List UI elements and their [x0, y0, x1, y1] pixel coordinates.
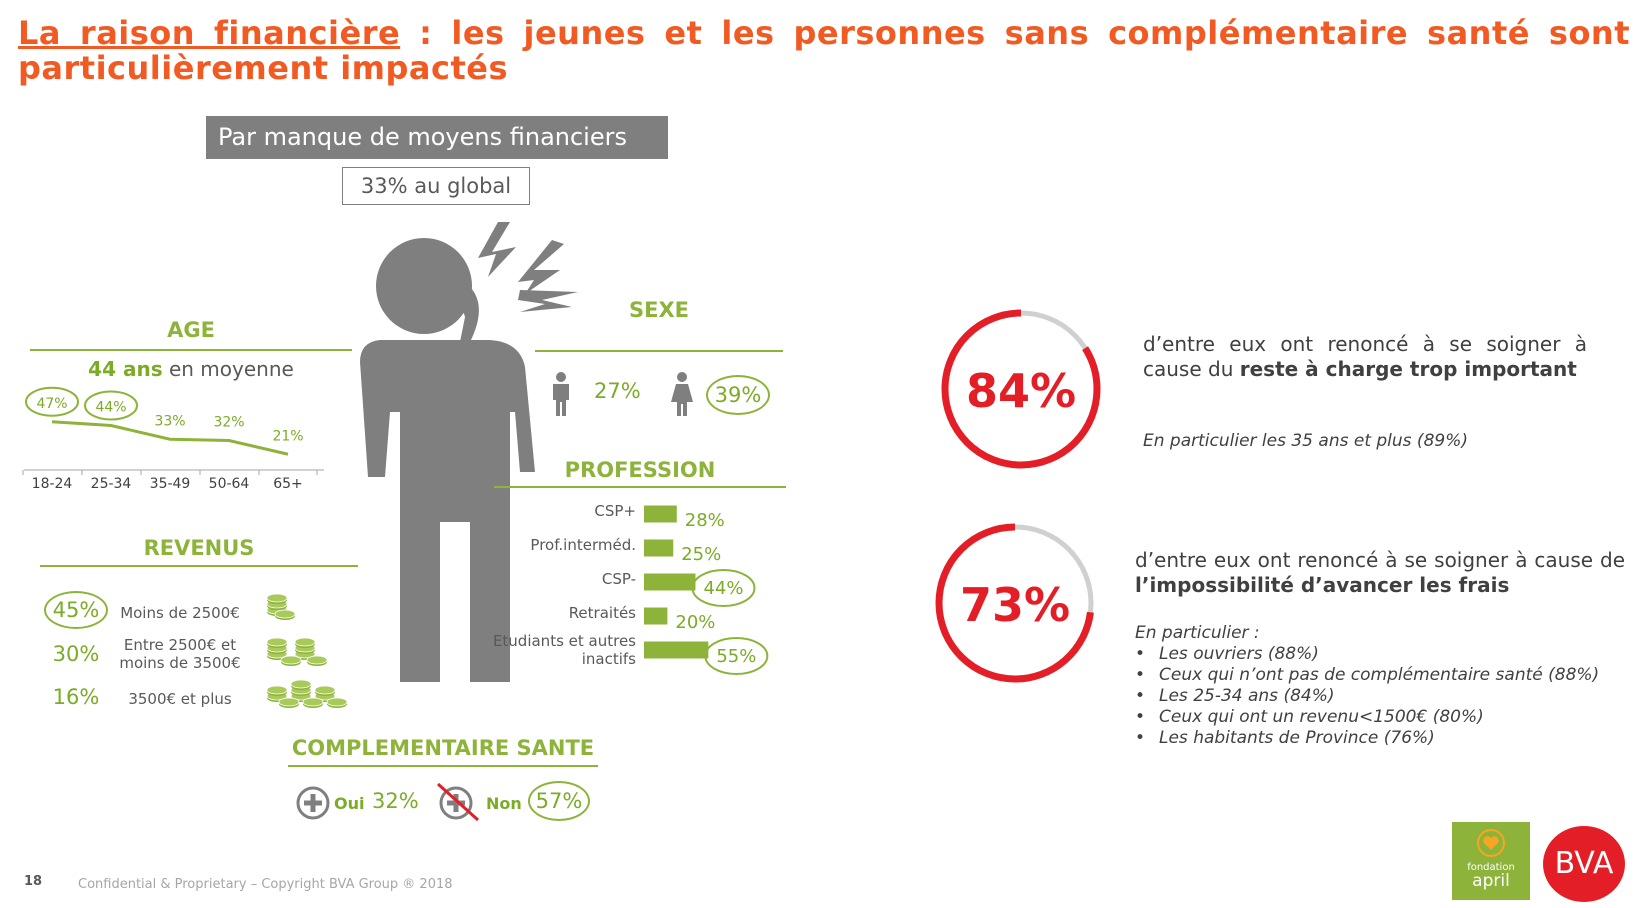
list-item: Ceux qui n’ont pas de complémentaire san…: [1135, 665, 1625, 686]
oui-label: Oui: [334, 794, 365, 813]
age-tick-label: 35-49: [150, 476, 191, 492]
revenus-value-2: 30%: [52, 642, 100, 666]
revenus-value-3: 16%: [52, 685, 100, 709]
profession-bar: [644, 505, 677, 523]
april-text: april: [1472, 871, 1510, 891]
male-value: 27%: [594, 379, 641, 403]
footer-text: Confidential & Proprietary – Copyright B…: [78, 877, 453, 892]
age-label-oval: [84, 390, 138, 421]
age-tick-label: 18-24: [32, 476, 73, 492]
age-tick-label: 65+: [273, 476, 303, 492]
person-silhouette-icon: [360, 222, 578, 682]
age-data-label: 21%: [272, 428, 303, 444]
revenus-label-3: 3500€ et plus: [128, 690, 232, 708]
female-icon: [671, 372, 693, 416]
title-underlined: La raison financière: [18, 14, 401, 52]
revenus-divider: [40, 565, 358, 567]
profession-category-label: Etudiants et autres: [493, 632, 636, 650]
profession-category-label: inactifs: [582, 650, 636, 668]
age-tick-label: 50-64: [209, 476, 250, 492]
page-title: La raison financière : les jeunes et les…: [18, 16, 1630, 86]
heart-icon: [1477, 829, 1505, 857]
age-tick-label: 25-34: [91, 476, 132, 492]
profession-category-label: CSP+: [594, 502, 636, 520]
profession-category-label: CSP-: [602, 570, 636, 588]
stat1-ring: [941, 309, 1101, 469]
stat2-ring: [935, 523, 1095, 683]
stat2-bullets: Les ouvriers (88%) Ceux qui n’ont pas de…: [1135, 644, 1625, 749]
profession-bar: [644, 539, 674, 557]
age-head: AGE: [167, 318, 215, 342]
stat1-text-bold: reste à charge trop important: [1239, 357, 1577, 381]
age-average-value: 44 ans: [88, 357, 163, 381]
crossed-plus-icon: [436, 782, 480, 822]
revenus-label-1: Moins de 2500€: [120, 604, 240, 622]
non-value: 57%: [528, 781, 590, 821]
profession-category-label: Retraités: [569, 604, 636, 622]
profession-label-oval: [704, 637, 769, 675]
global-box: 33% au global: [342, 167, 530, 205]
age-line-chart: 18-24 47% 25-34 44% 35-49 33% 50-64 32% 65+ 21%: [22, 386, 324, 492]
profession-bar: [644, 573, 696, 591]
plus-circle-icon: [296, 786, 330, 820]
revenus-head: REVENUS: [143, 536, 255, 560]
male-icon: [553, 372, 569, 416]
profession-bar-chart: CSP+ 28% Prof.interméd. 25% CSP- 44% Retraités…: [493, 502, 769, 675]
list-item: Les ouvriers (88%): [1135, 644, 1625, 665]
profession-data-label: 44%: [703, 578, 743, 599]
age-data-label: 33%: [154, 413, 185, 429]
sexe-head: SEXE: [628, 298, 689, 322]
profession-divider: [494, 486, 786, 488]
page-number: 18: [24, 874, 43, 889]
fondation-april-logo: fondation april: [1452, 822, 1530, 900]
stat2-text-pre: d’entre eux ont renoncé à se soigner à c…: [1135, 548, 1625, 572]
age-data-label: 47%: [36, 396, 67, 412]
oui-value: 32%: [372, 789, 419, 813]
stat2-text-bold: l’impossibilité d’avancer les frais: [1135, 573, 1510, 597]
bva-logo: BVA: [1543, 826, 1625, 902]
stat1-text: d’entre eux ont renoncé à se soigner à c…: [1143, 332, 1587, 382]
revenus-label-2: Entre 2500€ et moins de 3500€: [110, 636, 250, 672]
profession-label-oval: [691, 569, 756, 607]
age-average: 44 ans en moyenne: [30, 357, 352, 381]
complementaire-divider: [288, 765, 598, 767]
revenus-label-2b: moins de 3500€: [119, 654, 241, 672]
profession-bar: [644, 607, 668, 625]
profession-bar: [644, 641, 709, 659]
list-item: Les 25-34 ans (84%): [1135, 686, 1625, 707]
ring-slice: [935, 523, 1095, 683]
banner: Par manque de moyens financiers: [206, 116, 668, 159]
profession-data-label: 55%: [716, 646, 756, 667]
stat2-value: 73%: [959, 578, 1071, 632]
profession-category-label: Prof.interméd.: [530, 536, 636, 554]
profession-head: PROFESSION: [564, 458, 716, 482]
age-average-suffix: en moyenne: [162, 357, 294, 381]
revenus-value-1: 45%: [44, 591, 108, 629]
profession-data-label: 28%: [685, 510, 725, 531]
age-data-label: 32%: [213, 415, 244, 431]
non-label: Non: [486, 794, 522, 813]
title-rest: : les jeunes et les personnes sans compl…: [18, 14, 1631, 87]
coins-icon: [266, 593, 348, 709]
profession-data-label: 25%: [681, 544, 721, 565]
stat1-value: 84%: [965, 364, 1077, 418]
complementaire-head: COMPLEMENTAIRE SANTE: [291, 736, 595, 760]
stat1-text-pre: d’entre eux ont renoncé à se soigner à c…: [1143, 332, 1587, 381]
stat1-note: En particulier les 35 ans et plus (89%): [1143, 431, 1468, 451]
list-item: Les habitants de Province (76%): [1135, 728, 1625, 749]
sexe-divider: [535, 350, 783, 352]
female-value: 39%: [706, 375, 770, 415]
list-item: Ceux qui ont un revenu<1500€ (80%): [1135, 707, 1625, 728]
age-series-line: [51, 420, 289, 456]
profession-data-label: 20%: [675, 612, 715, 633]
age-data-label: 44%: [95, 400, 126, 416]
stat2-text: d’entre eux ont renoncé à se soigner à c…: [1135, 548, 1625, 598]
ring-slice: [941, 309, 1101, 469]
fondation-text: fondation: [1467, 862, 1515, 873]
age-label-oval: [25, 386, 79, 417]
age-divider: [30, 349, 352, 351]
revenus-label-2a: Entre 2500€ et: [123, 636, 237, 654]
stat2-note: En particulier :: [1135, 623, 1260, 643]
